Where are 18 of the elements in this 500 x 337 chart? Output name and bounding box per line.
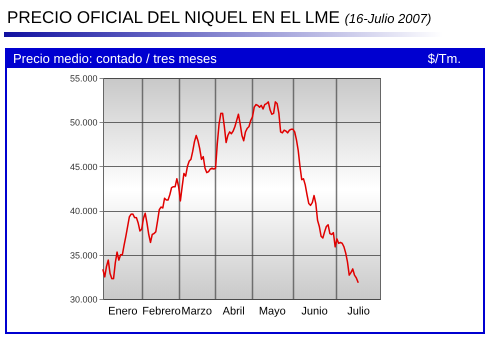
y-tick-label: 30.000 [70, 294, 98, 304]
x-tick-label: Mayo [258, 306, 286, 318]
y-tick-label: 40.000 [70, 206, 98, 216]
x-tick-label: Abril [222, 306, 245, 318]
text: Precio medio: contado / tres meses [13, 50, 217, 68]
x-tick-label: Febrero [142, 306, 181, 318]
y-axis-title: $/Tm. [428, 50, 461, 68]
y-tick-label: 35.000 [70, 250, 98, 260]
line-series [102, 101, 359, 283]
text: (16-Julio 2007) [344, 11, 432, 26]
y-tick-label: 50.000 [70, 118, 98, 128]
y-tick-label: 45.000 [70, 162, 98, 172]
x-tick-label: Marzo [181, 306, 212, 318]
x-tick-label: Julio [347, 306, 370, 318]
x-tick-label: Enero [108, 306, 138, 318]
x-tick-label: Junio [301, 306, 328, 318]
chart-title: PRECIO OFICIAL DEL NIQUEL EN EL LME [7, 8, 340, 27]
y-tick-label: 55.000 [70, 74, 98, 84]
